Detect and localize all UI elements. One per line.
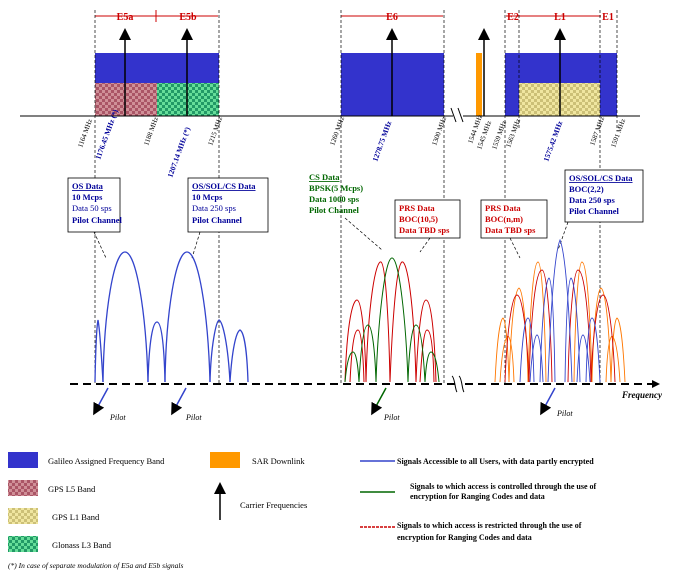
footnote: (*) In case of separate modulation of E5… bbox=[8, 561, 183, 570]
legend-label-gps-l1: GPS L1 Band bbox=[52, 512, 100, 522]
callout-prs-e6: PRS Data BOC(10,5) Data TBD sps bbox=[394, 199, 461, 239]
bottom-frequency-axis: Frequency bbox=[70, 375, 663, 400]
legend-label-green-2: encryption for Ranging Codes and data bbox=[410, 492, 545, 501]
legend-label-gps-l5: GPS L5 Band bbox=[48, 484, 96, 494]
callout-line: BPSK(5 Mcps) bbox=[309, 183, 363, 193]
callout-os-sol-cs-e5b: OS/SOL/CS Data 10 Mcps Data 250 sps Pilo… bbox=[187, 177, 269, 233]
top-frequency-axis bbox=[20, 107, 640, 123]
callout-line: BOC(10,5) bbox=[399, 214, 438, 224]
callout-line: Data TBD sps bbox=[399, 225, 450, 235]
pilot-arrow bbox=[93, 387, 109, 416]
mainlobe-e5b bbox=[164, 251, 211, 383]
callout-os-sol-cs-l1: OS/SOL/CS Data BOC(2,2) Data 250 sps Pil… bbox=[564, 169, 644, 223]
sar-downlink-band bbox=[476, 53, 482, 116]
glonass-l3-band bbox=[157, 83, 219, 116]
legend-label-glonass: Glonass L3 Band bbox=[52, 540, 112, 550]
galileo-band-e5 bbox=[95, 53, 219, 83]
freq-1300: 1300 MHz bbox=[430, 116, 448, 147]
legend-label-red-1: Signals to which access is restricted th… bbox=[397, 521, 582, 530]
gps-l5-band bbox=[95, 83, 157, 116]
carrier-arrows bbox=[119, 28, 566, 116]
freq-1587: 1587 MHz bbox=[588, 116, 606, 147]
callout-line: Pilot Channel bbox=[72, 215, 122, 225]
band-label-e5a: E5a bbox=[117, 12, 134, 23]
callout-pointers bbox=[93, 217, 569, 259]
legend-swatch-galileo bbox=[8, 452, 38, 468]
callout-line: Pilot Channel bbox=[309, 205, 359, 215]
legend-swatch-gps-l1 bbox=[8, 508, 38, 524]
legend-label-red-2: encryption for Ranging Codes and data bbox=[397, 533, 532, 542]
callout-title: PRS Data bbox=[399, 203, 435, 213]
legend-swatch-sar bbox=[210, 452, 240, 468]
freq-1260: 1260 MHz bbox=[328, 116, 346, 147]
axis-break-bottom bbox=[451, 375, 465, 393]
callout-title: OS Data bbox=[72, 181, 104, 191]
callout-title: CS Data bbox=[309, 172, 340, 182]
pilot-label: Pilot bbox=[185, 413, 202, 422]
axis-break-top bbox=[450, 107, 464, 123]
callout-line: Data 1000 sps bbox=[309, 194, 360, 204]
pilot-arrow bbox=[171, 387, 187, 416]
callout-os-data: OS Data 10 Mcps Data 50 sps Pilot Channe… bbox=[67, 177, 122, 233]
callout-line: Data 250 sps bbox=[192, 203, 236, 213]
freq-1278: 1278.75 MHz bbox=[370, 119, 393, 163]
freq-1575: 1575.42 MHz bbox=[541, 119, 564, 163]
callout-line: Data 250 sps bbox=[569, 195, 616, 205]
spectrum-l1 bbox=[494, 238, 626, 383]
sidelobe bbox=[209, 319, 231, 383]
band-label-e2: E2 bbox=[507, 12, 519, 23]
legend-swatch-glonass bbox=[8, 536, 38, 552]
pilot-arrow bbox=[371, 387, 387, 416]
freq-1215: 1215 MHz bbox=[206, 116, 224, 147]
legend-label-sar: SAR Downlink bbox=[252, 456, 305, 466]
callout-title: OS/SOL/CS Data bbox=[569, 173, 633, 183]
spectrum-e5 bbox=[94, 251, 249, 383]
mainlobe-e5a bbox=[102, 251, 149, 383]
frequency-bands bbox=[95, 53, 617, 116]
callout-line: Data TBD sps bbox=[485, 225, 536, 235]
pilot-label: Pilot bbox=[383, 413, 400, 422]
band-label-e5b: E5b bbox=[179, 12, 197, 23]
pilot-arrow bbox=[540, 387, 556, 416]
callout-line: 10 Mcps bbox=[72, 192, 103, 202]
legend: Galileo Assigned Frequency Band GPS L5 B… bbox=[8, 452, 596, 570]
callout-line: Data 50 sps bbox=[72, 203, 112, 213]
pilot-label: Pilot bbox=[556, 409, 573, 418]
callout-line: BOC(2,2) bbox=[569, 184, 604, 194]
callout-prs-l1: PRS Data BOC(n,m) Data TBD sps bbox=[480, 199, 548, 239]
legend-swatch-gps-l5 bbox=[8, 480, 38, 496]
callout-line: Pilot Channel bbox=[569, 206, 619, 216]
freq-1207: 1207.14 MHz (*) bbox=[165, 125, 192, 178]
legend-label-blue: Signals Accessible to all Users, with da… bbox=[397, 457, 594, 466]
freq-1164: 1164 MHz bbox=[76, 118, 94, 149]
pilot-label: Pilot bbox=[109, 413, 126, 422]
band-label-l1: L1 bbox=[554, 12, 566, 23]
axis-arrowhead bbox=[652, 380, 660, 388]
band-label-e6: E6 bbox=[386, 12, 398, 23]
freq-1188: 1188 MHz bbox=[142, 116, 160, 147]
legend-label-carrier: Carrier Frequencies bbox=[240, 500, 307, 510]
sidelobe bbox=[94, 319, 104, 383]
callout-line: 10 Mcps bbox=[192, 192, 223, 202]
callout-line: Pilot Channel bbox=[192, 215, 242, 225]
band-label-e1: E1 bbox=[602, 12, 614, 23]
frequency-labels: 1164 MHz 1176.45 MHz (*) 1188 MHz 1207.1… bbox=[76, 108, 627, 179]
sidelobe bbox=[229, 329, 249, 383]
legend-label-galileo: Galileo Assigned Frequency Band bbox=[48, 456, 165, 466]
freq-1591: 1591 MHz bbox=[609, 118, 627, 149]
band-header: E5a E5b E6 E2 L1 E1 bbox=[95, 10, 614, 23]
callout-line: BOC(n,m) bbox=[485, 214, 523, 224]
spectrum-e6 bbox=[344, 257, 440, 383]
frequency-axis-label: Frequency bbox=[621, 390, 663, 400]
pilot-arrows: Pilot Pilot Pilot Pilot bbox=[93, 387, 573, 422]
callout-title: OS/SOL/CS Data bbox=[192, 181, 256, 191]
legend-label-green-1: Signals to which access is controlled th… bbox=[410, 482, 596, 491]
sidelobe bbox=[147, 321, 166, 383]
callout-title: PRS Data bbox=[485, 203, 521, 213]
callout-cs-data: CS Data BPSK(5 Mcps) Data 1000 sps Pilot… bbox=[309, 172, 363, 215]
